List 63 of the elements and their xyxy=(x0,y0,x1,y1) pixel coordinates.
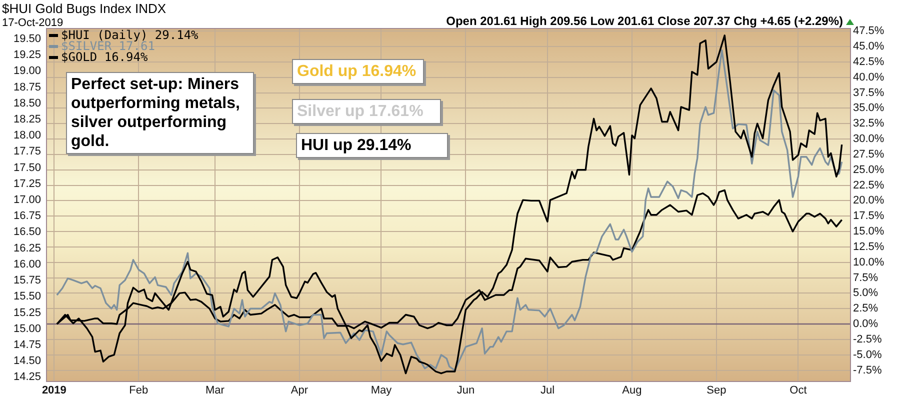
y2-tick-label: 12.5% xyxy=(853,240,884,253)
y-tick-label: 15.75 xyxy=(13,274,41,287)
y2-tick-label: 7.5% xyxy=(853,272,878,284)
x-tick-label: Oct xyxy=(790,384,807,396)
x-tick-label: Jun xyxy=(456,384,475,396)
y2-tick-label: 25.0% xyxy=(853,164,884,176)
y-tick-label: 15.50 xyxy=(13,290,41,303)
y-tick-label: 14.50 xyxy=(13,355,41,368)
y-tick-label: 18.50 xyxy=(13,97,41,110)
y2-tick-label: 47.5% xyxy=(853,25,884,38)
y-tick-label: 18.25 xyxy=(13,114,41,126)
y2-tick-label: 17.5% xyxy=(853,210,884,222)
y2-tick-label: -2.5% xyxy=(853,333,882,346)
y2-tick-label: -5.0% xyxy=(853,348,882,361)
y2-tick-label: 32.5% xyxy=(853,118,884,130)
x-tick-label: Feb xyxy=(129,384,148,396)
y2-tick-label: 40.0% xyxy=(853,71,884,84)
y-tick-label: 19.00 xyxy=(13,65,41,78)
y2-tick-label: 37.5% xyxy=(853,86,884,99)
y-tick-label: 18.00 xyxy=(13,130,41,142)
x-tick-label: Sep xyxy=(706,384,726,396)
annotation: Perfect set-up: Miners outperforming metals, silver outperforming gold. xyxy=(66,72,254,154)
y2-tick-label: -7.5% xyxy=(853,364,882,376)
chart-subtitle: 17-Oct-2019 xyxy=(2,17,64,29)
legend-label: $GOLD 16.94% xyxy=(61,50,148,64)
y2-tick-label: 15.0% xyxy=(853,226,884,238)
y-tick-label: 17.00 xyxy=(13,194,41,206)
y2-tick-label: 42.5% xyxy=(853,56,884,68)
y-tick-label: 15.25 xyxy=(13,306,41,319)
y-tick-label: 16.50 xyxy=(13,226,41,238)
x-tick-label: May xyxy=(370,384,392,396)
y-tick-label: 16.75 xyxy=(13,210,41,222)
y-tick-label: 15.00 xyxy=(13,322,41,335)
y2-tick-label: 30.0% xyxy=(853,133,884,146)
annotation: Open 201.61 High 209.56 Low 201.61 Close 207.37 Chg +4.65 (+2.29%) xyxy=(446,14,843,28)
y-tick-label: 17.75 xyxy=(13,146,41,158)
chart-title: $HUI Gold Bugs Index INDX xyxy=(2,1,166,16)
y2-tick-label: 2.5% xyxy=(853,302,878,315)
y2-tick-label: 0.0% xyxy=(853,318,878,330)
legend-label: $HUI (Daily) 29.14% xyxy=(61,28,198,42)
y-tick-label: 16.00 xyxy=(13,258,41,270)
y2-tick-label: 5.0% xyxy=(853,287,878,300)
x-tick-label: 2019 xyxy=(42,384,66,396)
y2-tick-label: 22.5% xyxy=(853,179,884,192)
y2-tick-label: 10.0% xyxy=(853,256,884,268)
y2-tick-label: 27.5% xyxy=(853,148,884,160)
y-tick-label: 17.50 xyxy=(13,162,41,174)
x-tick-label: Mar xyxy=(206,384,225,396)
y-tick-label: 16.25 xyxy=(13,242,41,254)
y-tick-label: 18.75 xyxy=(13,81,41,94)
y-tick-label: 19.50 xyxy=(13,32,41,45)
x-tick-label: Apr xyxy=(290,384,308,396)
y-tick-label: 19.25 xyxy=(13,49,41,62)
y-tick-label: 14.25 xyxy=(13,371,41,384)
y2-tick-label: 45.0% xyxy=(853,40,884,53)
y-tick-label: 17.25 xyxy=(13,178,41,190)
x-tick-label: Aug xyxy=(622,384,642,396)
annotation: HUI up 29.14% xyxy=(296,133,448,158)
y-tick-label: 14.75 xyxy=(13,338,41,351)
x-tick-label: Jul xyxy=(540,384,555,396)
y2-tick-label: 35.0% xyxy=(853,102,884,114)
annotation: Gold up 16.94% xyxy=(292,59,424,84)
y2-tick-label: 20.0% xyxy=(853,194,884,207)
